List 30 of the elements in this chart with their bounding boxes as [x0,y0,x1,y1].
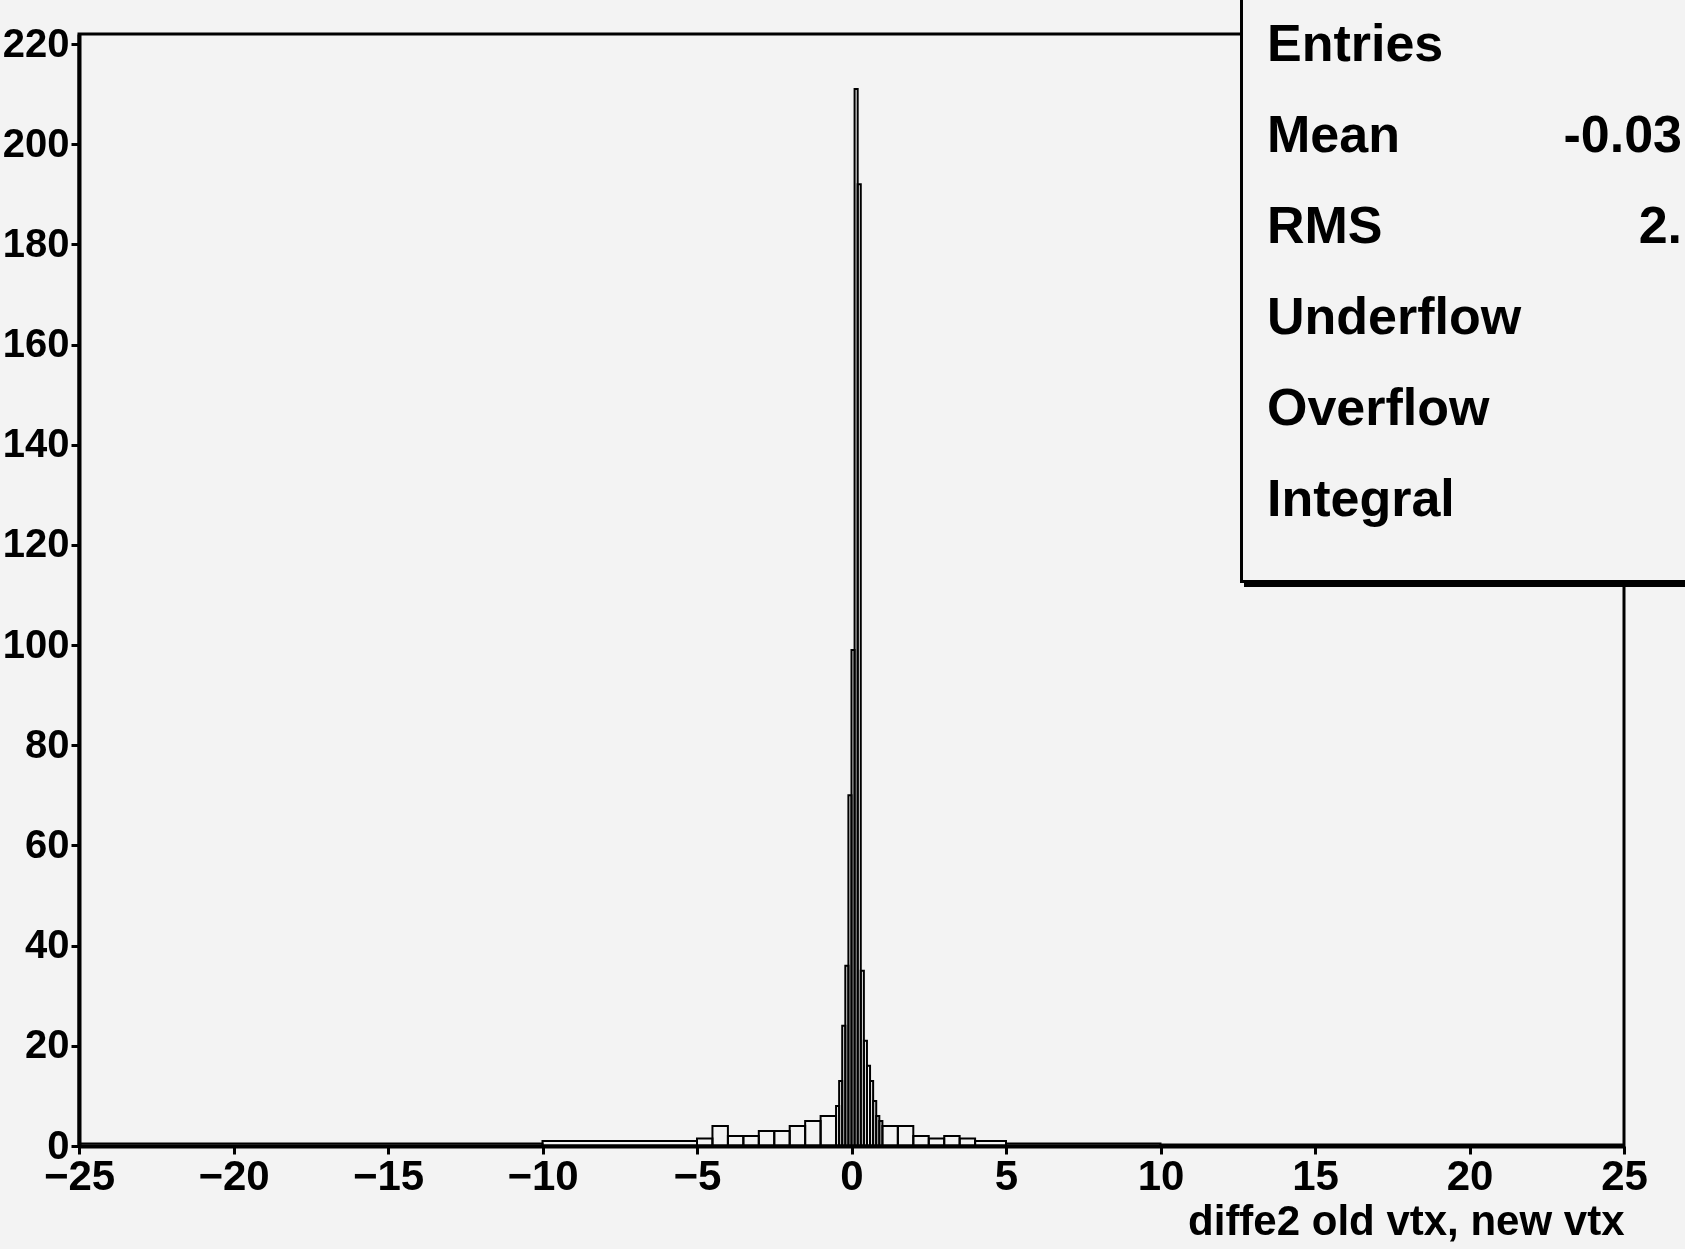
y-tick-label: 80 [25,721,70,766]
annotation: RMS [1267,196,1383,254]
x-axis-title: diffe2 old vtx, new vtx [1188,1196,1626,1244]
x-tick-label: −5 [673,1151,722,1199]
annotation: Overflow [1267,378,1490,436]
x-tick-label: 5 [994,1151,1019,1199]
x-tick-label: −20 [198,1151,270,1199]
y-tick-label: 120 [2,521,70,566]
x-tick-label: 10 [1137,1151,1185,1199]
annotation: Integral [1267,469,1455,527]
y-tick-label: 100 [2,621,70,666]
y-tick-label: 60 [25,821,70,866]
x-tick-label: 15 [1292,1151,1339,1199]
y-tick-label: 40 [25,922,70,967]
y-tick-label: 180 [2,220,70,265]
y-tick-label: 140 [2,421,70,466]
y-tick-label: 20 [25,1022,70,1067]
x-tick-label: 0 [840,1151,864,1199]
y-tick-label: 200 [2,120,70,165]
annotation: Entries [1267,14,1444,72]
text: 2. [1638,196,1682,254]
y-tick-label: 220 [2,20,70,65]
x-tick-label: −10 [507,1151,579,1199]
annotation: Mean [1267,105,1400,163]
annotation: Underflow [1267,287,1522,345]
y-tick-label: 160 [2,321,70,366]
annotation: -0.03 [1563,104,1682,165]
x-tick-label: −15 [352,1151,425,1199]
x-tick-label: 25 [1601,1151,1648,1199]
x-tick-label: 20 [1446,1151,1494,1199]
